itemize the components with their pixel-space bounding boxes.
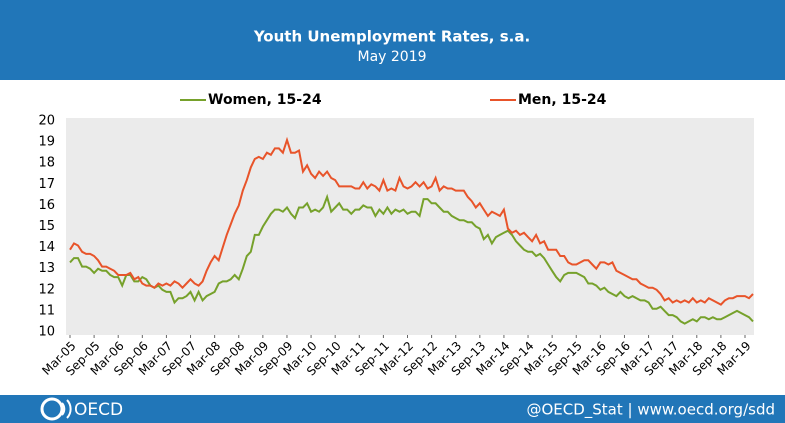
footer [0, 395, 785, 423]
y-tick-label: 11 [38, 303, 55, 318]
line-series [69, 136, 754, 306]
logo-text: OECD [74, 400, 123, 420]
chart-subtitle: May 2019 [357, 49, 426, 65]
line-series [69, 193, 754, 325]
footer-text: @OECD_Stat | www.oecd.org/sdd [526, 401, 775, 420]
y-tick-label: 14 [38, 240, 55, 255]
legend-label: Men, 15-24 [518, 92, 607, 108]
chart-title: Youth Unemployment Rates, s.a. [253, 28, 530, 46]
logo-icon [40, 397, 64, 421]
y-tick-label: 17 [38, 177, 55, 192]
y-tick-label: 19 [38, 135, 55, 150]
y-tick-label: 18 [38, 156, 55, 171]
y-tick-label: 20 [38, 114, 55, 129]
y-tick-label: 12 [38, 282, 55, 297]
legend-label: Women, 15-24 [208, 92, 322, 108]
plot-area [66, 118, 754, 335]
y-tick-label: 15 [38, 219, 55, 234]
y-tick-label: 13 [38, 261, 55, 276]
y-tick-label: 10 [38, 325, 55, 340]
y-tick-label: 16 [38, 198, 55, 213]
header [0, 0, 785, 80]
logo-icon [61, 399, 72, 419]
